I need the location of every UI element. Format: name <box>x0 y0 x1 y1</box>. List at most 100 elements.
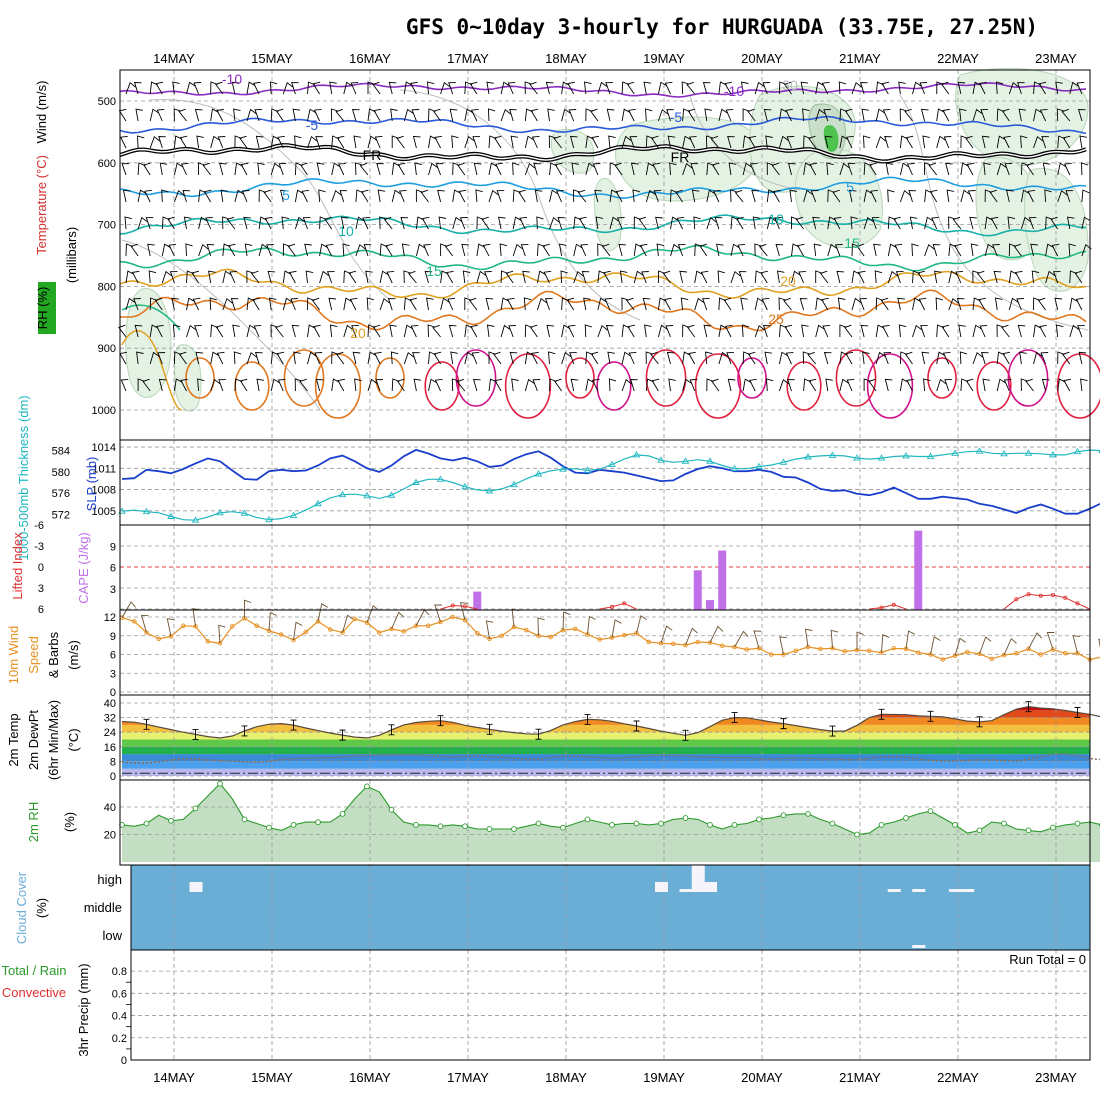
tick-label: 0.2 <box>112 1033 127 1045</box>
wind-barb <box>500 324 511 338</box>
wind-barb <box>373 108 382 122</box>
wind-barb <box>209 297 217 311</box>
wind-barb <box>857 270 866 284</box>
wind-barb <box>614 162 623 176</box>
contour-label: 10 <box>338 223 354 239</box>
wind-barb <box>727 378 736 392</box>
wind-barb <box>670 216 679 230</box>
wind-barb <box>839 351 848 365</box>
wind-barb <box>730 270 741 284</box>
wind-barb <box>340 216 349 230</box>
wind-barb <box>921 351 930 365</box>
wind-barb <box>548 135 557 149</box>
wind-barb <box>159 162 168 176</box>
wind-barb <box>726 352 734 365</box>
wind-barb <box>226 216 236 230</box>
wind-barb <box>1020 378 1029 392</box>
wind-barb <box>403 108 414 122</box>
wind-barb <box>727 136 735 149</box>
tick-label: 500 <box>98 96 116 108</box>
rh-point <box>829 820 836 827</box>
wind-barb <box>875 324 885 338</box>
rh-point <box>462 823 468 830</box>
wind-barb <box>1017 324 1026 338</box>
wind-barb <box>621 351 631 365</box>
wind-barb <box>815 297 824 311</box>
thickness-marker <box>877 454 886 461</box>
minmax-bar <box>437 715 444 727</box>
wind-barb <box>905 630 915 649</box>
wind-barb <box>366 604 379 623</box>
wind-barb <box>1030 243 1038 257</box>
tick-label: 1008 <box>92 485 116 497</box>
wind-barb <box>166 618 175 637</box>
wind-barb <box>682 324 690 338</box>
wind-barb <box>741 324 750 338</box>
wind-barb <box>824 135 833 149</box>
wind-speed-point <box>622 632 627 638</box>
wind-barb <box>778 378 790 392</box>
wind-barb <box>149 108 160 122</box>
wind-barb <box>882 108 891 122</box>
cape-bar <box>693 570 702 610</box>
wind-barb <box>994 297 1003 311</box>
tick-label: 20 <box>104 830 116 842</box>
wind-barb <box>367 351 377 365</box>
wind-barb <box>711 162 720 176</box>
wind-barb <box>742 351 751 365</box>
wind-barb <box>918 297 927 311</box>
wind-speed-point <box>401 629 407 634</box>
wind-barb <box>875 135 887 149</box>
minmax-bar <box>143 718 150 730</box>
wind-barb <box>972 351 983 365</box>
wind-barb <box>798 270 806 284</box>
date-label-top: 14MAY <box>153 51 195 66</box>
wind-barb <box>609 216 620 230</box>
wind-barb <box>1016 298 1024 311</box>
wind-barb <box>452 162 460 176</box>
tick-label: 12 <box>104 612 116 624</box>
wind-barb <box>577 189 587 203</box>
wind-barb <box>996 324 1004 338</box>
thickness-marker <box>1073 447 1082 455</box>
wind-barb <box>299 378 308 392</box>
wind-barb <box>536 270 547 284</box>
minmax-bar <box>290 719 297 731</box>
wind-barb <box>367 81 375 94</box>
wind-barb <box>219 162 227 176</box>
wind-barb <box>294 135 302 149</box>
wind-barb <box>173 108 182 122</box>
wind-barb <box>995 81 1004 95</box>
wind-barb <box>895 271 904 284</box>
wind-barb <box>246 297 255 311</box>
wind-barb <box>650 351 659 365</box>
cloud-block <box>691 864 705 892</box>
temperature-contour <box>835 349 877 407</box>
lifted-index-point <box>1075 601 1080 606</box>
wind-barb <box>812 216 820 230</box>
wind-barb <box>168 243 177 257</box>
wind-barb <box>591 378 600 392</box>
wind-barb <box>587 615 596 635</box>
wind-barb <box>585 162 595 176</box>
wind-barb <box>677 244 686 257</box>
wind-barb <box>929 189 938 203</box>
wind-barb <box>158 136 166 149</box>
wind-speed-point <box>352 616 358 622</box>
wind-barb <box>134 324 143 338</box>
wind-barb <box>269 81 278 95</box>
wind-speed-point <box>1062 651 1068 656</box>
wind-barb <box>494 378 503 392</box>
wind-barb <box>710 135 720 149</box>
thickness-marker <box>828 451 837 458</box>
wind-barb <box>570 135 578 149</box>
wind-barb <box>510 135 519 149</box>
temp-label-a: 2m Temp <box>6 713 21 766</box>
run-total: Run Total = 0 <box>1009 952 1086 967</box>
wind-barb <box>970 243 979 257</box>
wind-barb <box>294 378 303 392</box>
wind-barb <box>893 216 901 230</box>
wind-barb <box>766 162 775 175</box>
wind-barb <box>1031 270 1040 284</box>
cape-bar <box>706 600 714 610</box>
